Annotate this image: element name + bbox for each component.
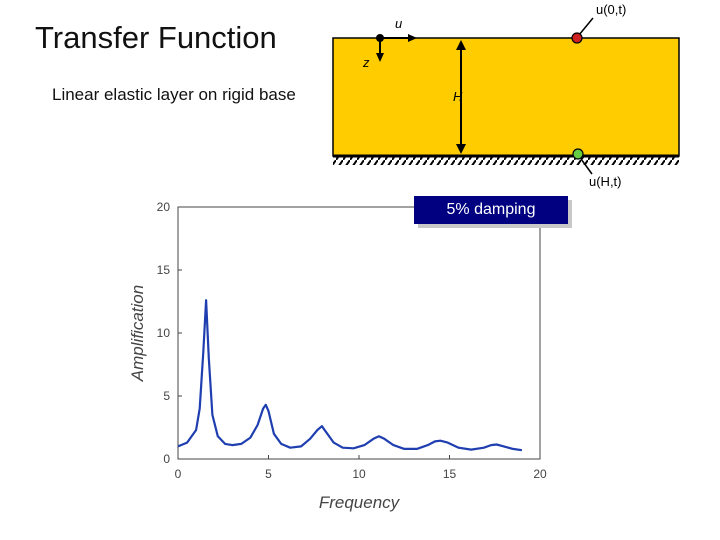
y-tick-label: 15	[157, 263, 171, 277]
x-tick-label: 5	[265, 467, 272, 481]
base-point-label: u(H,t)	[589, 174, 622, 189]
H-arrowhead-bottom	[456, 144, 466, 154]
slide-title: Transfer Function	[35, 20, 277, 55]
z-axis-label: z	[362, 55, 370, 70]
transfer-function-chart: 0 5 10 15 20 0 5 10 15 20 Frequency Amplificatio…	[128, 200, 547, 512]
y-tick-label: 20	[157, 200, 171, 214]
base-point	[572, 148, 584, 160]
x-tick-label: 10	[352, 467, 366, 481]
surface-point-label: u(0,t)	[596, 2, 626, 17]
y-axis-ticks: 0 5 10 15 20	[157, 200, 182, 466]
H-arrowhead-top	[456, 40, 466, 50]
x-tick-label: 0	[175, 467, 182, 481]
y-tick-label: 0	[163, 452, 170, 466]
x-tick-label: 15	[443, 467, 457, 481]
u-axis-label: u	[395, 16, 402, 31]
y-tick-label: 5	[163, 389, 170, 403]
u-arrowhead	[408, 34, 417, 42]
amplification-curve	[177, 299, 523, 452]
base-point-pointer	[580, 158, 593, 175]
rigid-base-hatching	[333, 156, 679, 165]
damping-label-box: 5% damping	[414, 196, 568, 224]
y-axis-label: Amplification	[128, 285, 147, 382]
x-axis-ticks: 0 5 10 15 20	[175, 455, 547, 481]
top-point-pointer	[578, 17, 594, 36]
soil-layer-diagram: u z H u(0,t) u(H,t)	[332, 2, 680, 189]
x-tick-label: 20	[533, 467, 547, 481]
surface-point	[571, 32, 583, 44]
x-axis-label: Frequency	[319, 493, 401, 512]
plot-area	[177, 206, 541, 460]
H-label: H	[453, 89, 463, 104]
y-tick-label: 10	[157, 326, 171, 340]
z-arrowhead	[376, 53, 384, 62]
elastic-layer	[332, 37, 680, 157]
slide-subtitle: Linear elastic layer on rigid base	[52, 85, 296, 104]
